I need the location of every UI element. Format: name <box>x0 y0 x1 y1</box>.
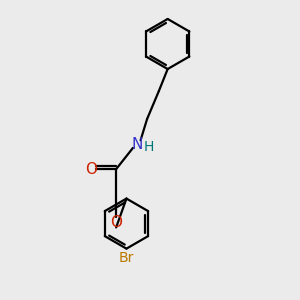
Text: H: H <box>143 140 154 154</box>
Text: Br: Br <box>119 251 134 265</box>
Text: O: O <box>110 214 122 230</box>
Text: O: O <box>85 162 97 177</box>
Text: N: N <box>131 136 142 152</box>
